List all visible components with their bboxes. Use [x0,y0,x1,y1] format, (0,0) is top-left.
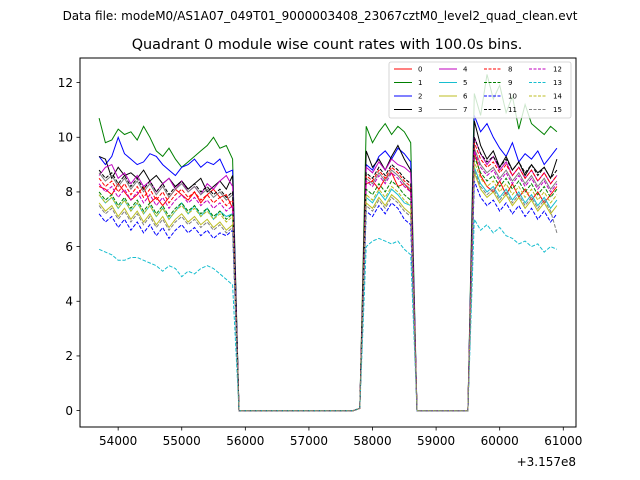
x-axis: 54000 55000 56000 57000 58000 59000 60000 61000 [99,427,582,448]
legend-frame [388,61,572,119]
legend-label: 9 [508,79,512,87]
series-line-9 [98,156,558,412]
y-tick-label: 6 [65,240,73,254]
legend-label: 12 [553,66,562,74]
legend-label: 8 [508,66,512,74]
legend-label: 1 [418,79,422,87]
legend-label: 0 [418,66,422,74]
y-tick-label: 10 [58,131,73,145]
legend-label: 6 [463,93,468,101]
y-tick-label: 4 [65,295,73,309]
legend-label: 11 [508,106,517,114]
axes-frame [79,57,577,428]
x-tick-label: 54000 [99,434,137,448]
y-tick-label: 2 [65,349,73,363]
y-tick-label: 12 [58,76,73,90]
x-tick-label: 61000 [544,434,582,448]
legend-label: 10 [508,93,517,101]
chart-title: Quadrant 0 module wise count rates with … [132,37,523,53]
suptitle: Data file: modeM0/AS1A07_049T01_90000034… [63,9,578,23]
x-tick-label: 58000 [353,434,391,448]
series-line-15 [98,169,558,412]
legend-label: 4 [463,66,468,74]
plot-area [98,74,558,412]
x-offset-label: +3.157e8 [517,455,576,469]
legend-label: 13 [553,79,562,87]
y-tick-label: 8 [65,185,73,199]
y-tick-label: 0 [65,404,73,418]
x-tick-label: 56000 [226,434,264,448]
x-tick-label: 55000 [163,434,201,448]
x-tick-label: 59000 [417,434,455,448]
legend-label: 7 [463,106,467,114]
x-tick-label: 57000 [290,434,328,448]
y-axis: 0 2 4 6 8 10 12 [58,76,80,418]
x-tick-label: 60000 [481,434,519,448]
legend-label: 2 [418,93,422,101]
legend-label: 5 [463,79,467,87]
legend-label: 14 [553,93,562,101]
legend-label: 3 [418,106,422,114]
legend-label: 15 [553,106,562,114]
